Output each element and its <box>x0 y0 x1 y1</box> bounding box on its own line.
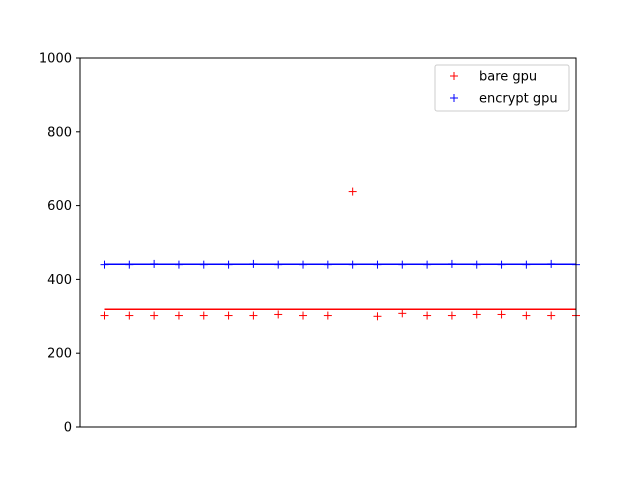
data-point <box>522 311 531 320</box>
y-tick-label: 600 <box>47 199 72 214</box>
legend-box <box>434 64 570 112</box>
data-point <box>299 311 308 320</box>
data-point <box>125 311 134 320</box>
data-point <box>199 260 208 269</box>
data-point <box>373 260 382 269</box>
data-point <box>100 260 109 269</box>
data-point <box>274 260 283 269</box>
data-point <box>150 311 159 320</box>
legend-marker <box>450 94 458 102</box>
legend-label: bare gpu <box>479 70 537 85</box>
legend-label: encrypt gpu <box>479 92 558 107</box>
data-point <box>447 259 456 268</box>
data-point <box>224 260 233 269</box>
data-point <box>274 310 283 319</box>
data-point <box>299 260 308 269</box>
data-point <box>398 260 407 269</box>
data-point <box>497 260 506 269</box>
y-tick-label: 200 <box>47 347 72 362</box>
data-point <box>249 311 258 320</box>
data-point <box>398 309 407 318</box>
y-tick-label: 800 <box>47 125 72 140</box>
data-point <box>174 311 183 320</box>
data-points <box>100 187 580 321</box>
data-point <box>472 260 481 269</box>
data-point <box>348 260 357 269</box>
data-point <box>497 310 506 319</box>
legend: bare gpu encrypt gpu <box>434 64 570 112</box>
y-tick-label: 0 <box>64 421 72 436</box>
data-point <box>323 260 332 269</box>
data-point <box>323 311 332 320</box>
data-point <box>373 312 382 321</box>
data-point <box>174 260 183 269</box>
y-tick-label: 400 <box>47 273 72 288</box>
data-point <box>249 259 258 268</box>
data-point <box>150 259 159 268</box>
mean-lines <box>104 263 576 311</box>
legend-marker <box>450 72 458 80</box>
data-point <box>547 259 556 268</box>
data-point <box>224 311 233 320</box>
data-point <box>472 310 481 319</box>
y-tick-label: 1000 <box>39 52 72 67</box>
data-point <box>547 311 556 320</box>
data-point <box>199 311 208 320</box>
y-axis: 0 200 400 600 800 1000 <box>39 52 80 436</box>
data-point <box>125 260 134 269</box>
data-point <box>348 187 357 196</box>
data-point <box>423 260 432 269</box>
plot-frame <box>79 57 577 428</box>
data-point <box>447 311 456 320</box>
data-point <box>423 311 432 320</box>
data-point <box>522 260 531 269</box>
data-point <box>100 311 109 320</box>
